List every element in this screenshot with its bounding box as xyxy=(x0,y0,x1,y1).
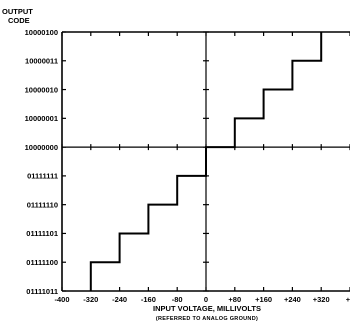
x-axis-title: INPUT VOLTAGE, MILLIVOLTS xyxy=(153,304,261,313)
y-tick-label: 01111111 xyxy=(27,172,58,181)
transfer-staircase-line xyxy=(89,32,323,291)
y-tick-label: 10000010 xyxy=(25,85,58,94)
x-tick-label: -240 xyxy=(112,295,127,304)
x-tick-label: -160 xyxy=(141,295,156,304)
x-tick-label: +160 xyxy=(255,295,272,304)
y-tick-label: 10000011 xyxy=(25,57,58,66)
y-tick-label: 01111101 xyxy=(26,229,58,238)
x-tick-label: -80 xyxy=(172,295,183,304)
y-axis-title-line-1: OUTPUT xyxy=(2,7,33,16)
y-tick-label: 01111110 xyxy=(27,200,58,209)
y-tick-label: 10000000 xyxy=(25,143,58,152)
x-tick-label: -320 xyxy=(83,295,98,304)
y-tick-label: 10000100 xyxy=(25,28,58,37)
x-tick-label: +240 xyxy=(284,295,301,304)
y-tick-label: 10000001 xyxy=(25,114,58,123)
x-tick-label: +320 xyxy=(313,295,330,304)
x-tick-label: +80 xyxy=(228,295,241,304)
x-tick-label: 0 xyxy=(204,295,208,304)
x-tick-label: +4 xyxy=(346,295,350,304)
x-axis-subtitle: (REFERRED TO ANALOG GROUND) xyxy=(156,316,258,322)
plot-area: 10000100 10000011 10000010 10000001 10000000… xyxy=(25,28,350,304)
y-tick-label: 01111011 xyxy=(26,287,58,296)
y-tick-label: 01111100 xyxy=(26,258,58,267)
y-axis-title-line-2: CODE xyxy=(8,16,30,25)
x-tick-label: -400 xyxy=(54,295,69,304)
